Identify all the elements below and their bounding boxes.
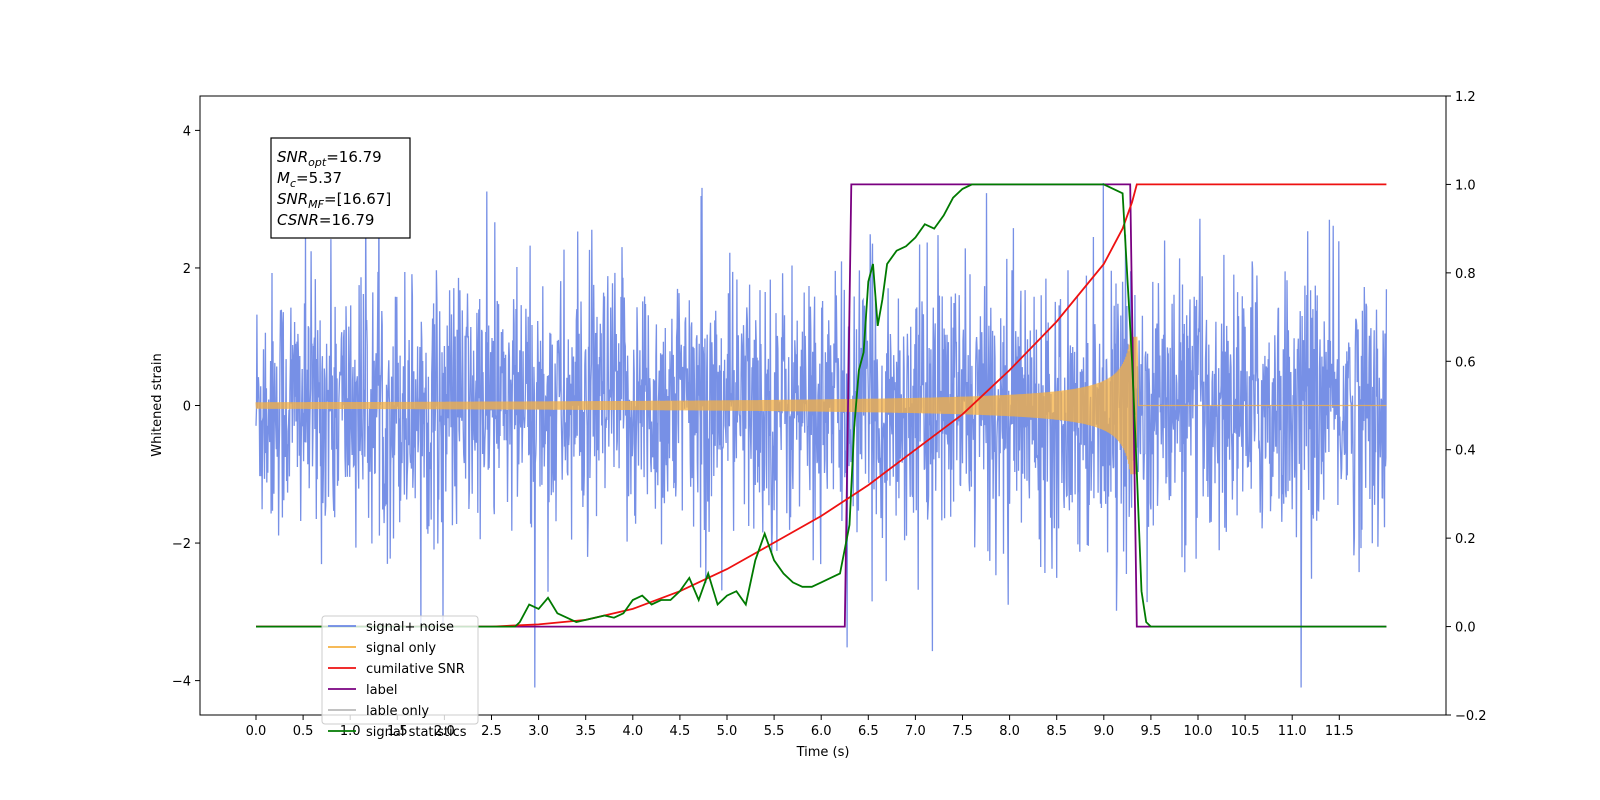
x-tick-label: 0.5 [293,724,314,739]
legend-label-signal-statistics: signal statistics [366,725,467,740]
y-axis-label-left: Whitened strain [150,353,165,456]
left-y-tick-label: −4 [172,675,191,690]
left-y-tick-label: 2 [183,262,191,277]
legend-label-signal-noise: signal+ noise [366,620,454,635]
right-y-tick-label: 0.0 [1455,621,1476,636]
x-tick-label: 11.0 [1278,724,1307,739]
x-tick-label: 10.0 [1184,724,1213,739]
right-y-tick-label: 0.8 [1455,267,1476,282]
x-tick-label: 1.5 [387,724,408,739]
legend: signal+ noise signal only cumilative SNR la… [321,615,479,740]
annotation-line: CSNR=16.79 [277,211,374,229]
signal-only-line [255,336,1387,475]
x-tick-label: 5.5 [764,724,785,739]
left-y-tick-label: 0 [183,400,191,415]
signal-statistics-line [256,183,1387,628]
x-tick-label: 7.5 [952,724,973,739]
right-y-tick-label: 1.0 [1455,178,1476,193]
right-y-tick-label: 0.6 [1455,355,1476,370]
x-tick-label: 7.0 [905,724,926,739]
x-tick-label: 6.0 [811,724,832,739]
right-y-tick-label: −0.2 [1455,709,1487,724]
x-tick-label: 9.0 [1093,724,1114,739]
right-y-axis-ticks: −0.2 0.0 0.2 0.4 0.6 0.8 1.0 1.2 [1446,90,1487,724]
x-tick-label: 10.5 [1231,724,1260,739]
signal-noise-line [255,156,1388,688]
right-y-tick-label: 0.4 [1455,444,1476,459]
x-axis-ticks: 0.0 0.5 1.0 1.5 2.0 2.5 3.0 3.5 4.0 4.5 5.0 5.5 6.0 6… [246,715,1354,739]
left-y-tick-label: 4 [183,124,191,139]
left-y-axis-ticks: −4 −2 0 2 4 [172,124,200,690]
x-tick-label: 5.0 [717,724,738,739]
x-tick-label: 6.5 [858,724,879,739]
signal-noise-series [255,156,1388,688]
x-tick-label: 3.0 [528,724,549,739]
x-tick-label: 8.0 [999,724,1020,739]
legend-label-label: label [366,683,397,698]
x-tick-label: 2.0 [434,724,455,739]
annotation-line: SNRopt=16.79 [277,148,382,169]
x-tick-label: 8.5 [1046,724,1067,739]
x-tick-label: 4.0 [622,724,643,739]
annotation-line: SNRMF=[16.67] [277,190,391,211]
legend-label-cumilative-snr: cumilative SNR [366,662,465,677]
signal-only-series [255,336,1387,475]
x-tick-label: 2.5 [481,724,502,739]
x-tick-label: 3.5 [575,724,596,739]
legend-label-lable-only: lable only [366,704,429,719]
x-axis-label: Time (s) [796,745,850,760]
right-y-tick-label: 1.2 [1455,90,1476,105]
x-tick-label: 0.0 [246,724,267,739]
x-tick-label: 11.5 [1325,724,1354,739]
annotation-frame [270,137,411,239]
x-tick-label: 4.5 [670,724,691,739]
x-tick-label: 9.5 [1141,724,1162,739]
legend-label-signal-only: signal only [366,641,436,656]
annotation-box: SNRopt=16.79Mc=5.37SNRMF=[16.67]CSNR=16.… [270,137,411,239]
left-y-tick-label: −2 [172,537,191,552]
right-y-tick-label: 0.2 [1455,532,1476,547]
annotation-line: Mc=5.37 [277,169,342,190]
legend-frame [321,615,479,725]
right-axis-series [256,183,1387,628]
